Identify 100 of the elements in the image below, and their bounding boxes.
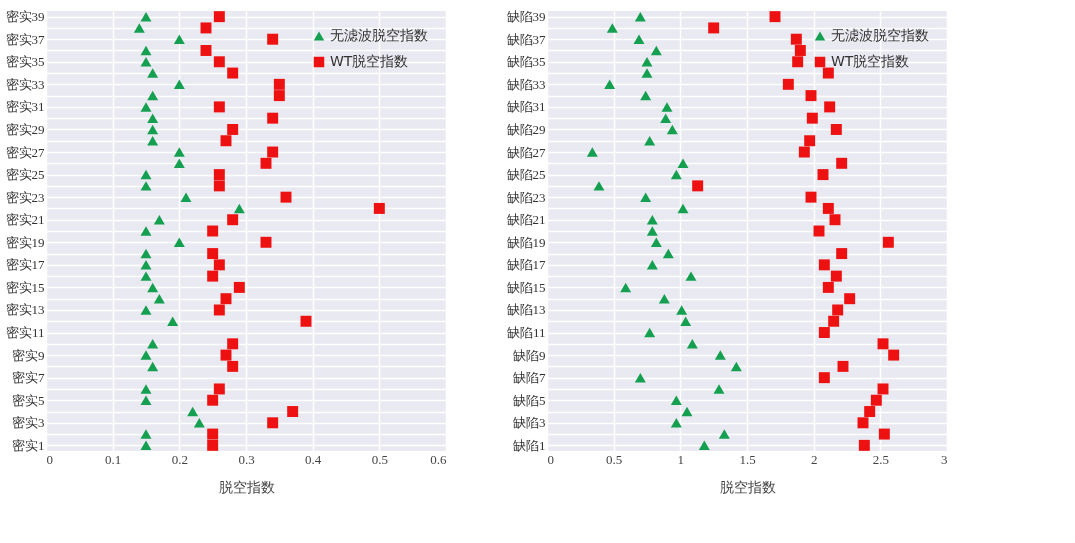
point xyxy=(877,383,889,395)
point xyxy=(620,282,632,293)
point xyxy=(140,429,152,439)
point xyxy=(187,406,199,417)
y-tick-label: 密实7 xyxy=(12,370,45,386)
point xyxy=(180,192,192,202)
y-tick-label: 缺陷3 xyxy=(513,415,546,431)
point xyxy=(140,102,152,112)
point xyxy=(805,191,817,203)
point xyxy=(670,169,682,180)
point xyxy=(140,395,152,405)
point xyxy=(213,56,225,68)
point xyxy=(882,236,894,248)
x-tick-label: 0 xyxy=(547,451,554,467)
point xyxy=(213,180,225,192)
point xyxy=(646,226,658,236)
point xyxy=(698,440,710,451)
y-tick-label: 密实1 xyxy=(12,437,45,453)
point xyxy=(818,259,830,271)
x-tick-label: 2 xyxy=(810,451,818,467)
y-tick-label: 缺陷25 xyxy=(506,167,546,183)
y-tick-label: 密实27 xyxy=(5,144,45,160)
point xyxy=(273,78,285,90)
point xyxy=(140,260,152,270)
y-tick-label: 缺陷15 xyxy=(506,279,546,295)
point xyxy=(147,339,159,349)
point xyxy=(661,102,673,112)
point xyxy=(213,101,225,113)
point xyxy=(604,79,616,90)
legend-label: 无滤波脱空指数 xyxy=(330,27,428,43)
point xyxy=(822,281,834,293)
point xyxy=(220,135,232,147)
point xyxy=(147,68,159,78)
point xyxy=(830,270,842,282)
y-tick-label: 缺陷29 xyxy=(506,121,546,137)
point xyxy=(267,146,279,158)
point xyxy=(640,192,652,202)
point xyxy=(167,316,179,326)
point xyxy=(769,11,781,23)
x-tick-label: 0.4 xyxy=(305,451,322,467)
y-tick-label: 缺陷9 xyxy=(513,347,546,363)
y-tick-label: 密实19 xyxy=(5,234,45,250)
x-tick-label: 0.3 xyxy=(238,451,255,467)
point xyxy=(213,11,225,23)
point xyxy=(213,304,225,316)
y-tick-label: 缺陷33 xyxy=(506,76,546,92)
point xyxy=(140,181,152,191)
y-tick-label: 密实39 xyxy=(5,9,45,25)
x-tick-label: 1.5 xyxy=(739,451,756,467)
point xyxy=(373,202,385,214)
point xyxy=(153,293,165,304)
x-tick-label: 0.6 xyxy=(430,451,447,467)
point xyxy=(681,406,693,417)
point xyxy=(824,101,836,113)
x-tick-label: 0 xyxy=(46,451,53,467)
point xyxy=(147,124,159,135)
y-tick-label: 密实3 xyxy=(12,415,45,431)
point xyxy=(140,271,152,281)
y-tick-label: 密实11 xyxy=(5,325,45,341)
point xyxy=(836,157,848,169)
legend-label: WT脱空指数 xyxy=(831,53,910,69)
point xyxy=(844,293,856,305)
point xyxy=(147,136,159,146)
x-tick-label: 0.1 xyxy=(105,451,122,467)
point xyxy=(634,11,646,22)
point xyxy=(227,338,239,350)
point xyxy=(147,113,159,123)
y-tick-label: 密实23 xyxy=(5,189,45,205)
point xyxy=(147,90,159,101)
point xyxy=(207,439,219,451)
y-tick-label: 密实25 xyxy=(5,167,45,183)
y-tick-label: 密实17 xyxy=(5,257,45,273)
point xyxy=(818,327,830,339)
point xyxy=(888,349,900,361)
point xyxy=(153,214,165,225)
point xyxy=(140,384,152,394)
point xyxy=(832,304,844,316)
point xyxy=(173,79,185,90)
y-tick-label: 密实13 xyxy=(5,302,45,318)
point xyxy=(267,112,279,124)
x-axis-title: 脱空指数 xyxy=(719,478,776,495)
y-tick-label: 密实31 xyxy=(5,99,45,115)
point xyxy=(830,123,842,135)
legend-label: WT脱空指数 xyxy=(330,53,409,69)
point xyxy=(147,282,159,293)
point xyxy=(718,429,730,439)
point xyxy=(287,406,299,417)
y-tick-label: 密实33 xyxy=(5,76,45,92)
point xyxy=(593,181,605,191)
x-tick-label: 0.5 xyxy=(606,451,623,467)
point xyxy=(714,350,726,360)
point xyxy=(650,237,662,248)
point xyxy=(828,315,840,327)
point xyxy=(676,305,688,315)
point xyxy=(662,248,674,259)
x-axis-title: 脱空指数 xyxy=(218,478,275,495)
point xyxy=(805,90,817,102)
y-tick-label: 缺陷7 xyxy=(513,370,546,386)
point xyxy=(147,361,159,372)
point xyxy=(877,338,889,350)
